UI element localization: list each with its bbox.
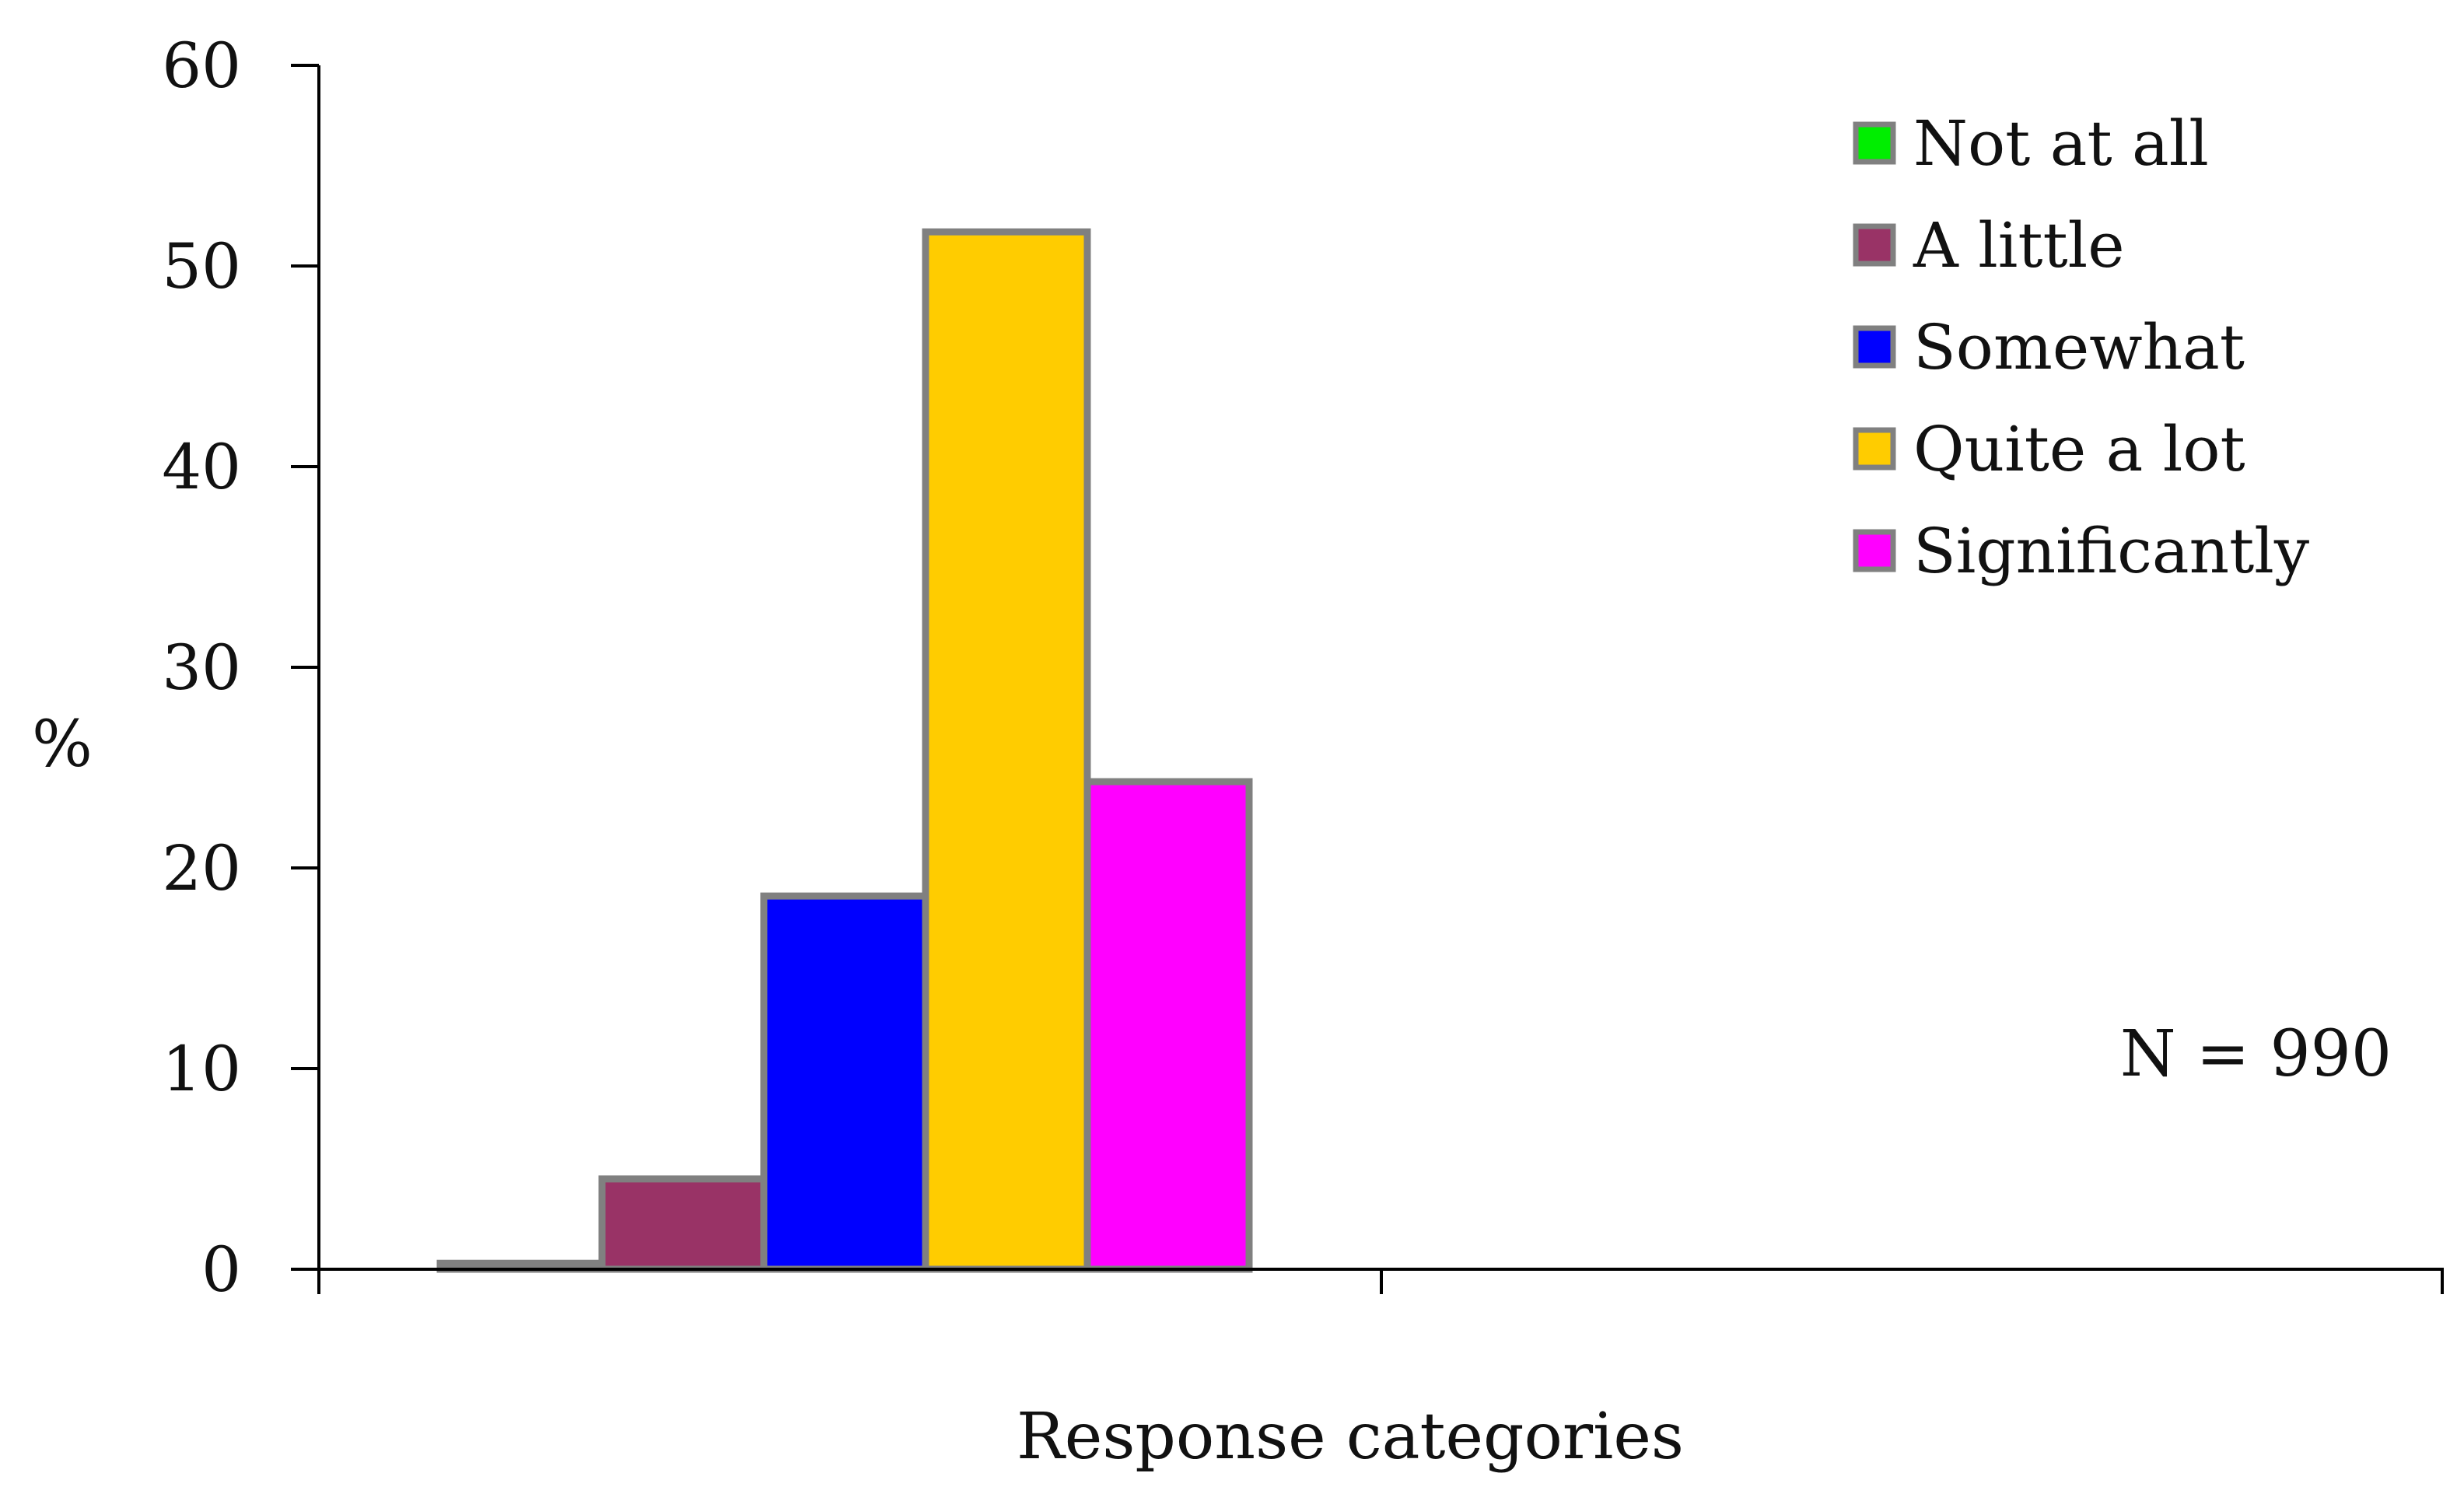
legend-swatch [1853,427,1896,471]
y-tick-label: 0 [201,1233,241,1306]
y-tick-label: 20 [162,832,241,904]
y-tick-label: 40 [162,431,241,503]
y-axis-label: % [32,708,93,782]
bar-a-little [598,1175,768,1273]
x-axis-label: Response categories [1017,1400,1684,1474]
sample-size-annotation: N = 990 [2120,1017,2392,1091]
legend-swatch [1853,223,1896,267]
legend-swatch [1853,121,1896,165]
legend-label: Quite a lot [1913,413,2245,485]
legend-label: Somewhat [1913,311,2245,383]
bar-somewhat [760,892,929,1273]
y-axis-ticks: 0 10 20 30 40 50 60 [162,30,319,1306]
y-tick-label: 30 [162,632,241,704]
legend-label: Significantly [1913,515,2309,587]
legend: Not at all A little Somewhat Quite a lot Sig… [1853,107,2309,587]
y-tick-label: 50 [162,230,241,303]
legend-swatch [1853,529,1896,572]
y-tick-label: 60 [162,30,241,102]
legend-label: Not at all [1913,107,2209,180]
legend-swatch [1853,325,1896,369]
bar-significantly [1083,778,1253,1273]
bars [436,228,1253,1273]
bar-quite-a-lot [922,228,1091,1273]
legend-label: A little [1913,209,2125,282]
y-tick-label: 10 [162,1033,241,1105]
